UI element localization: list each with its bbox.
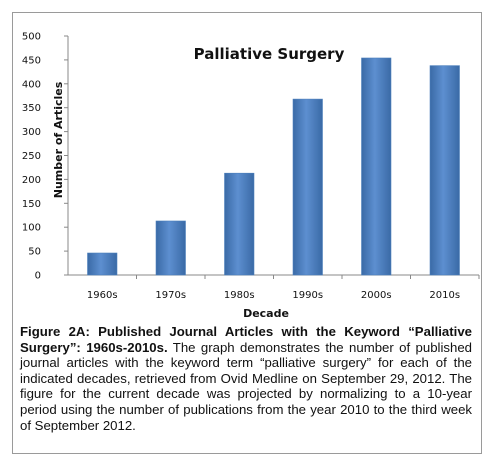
x-tick-group: 1960s 1970s 1980s 1990s 2000s 2010s bbox=[87, 275, 480, 301]
y-tick-label: 300 bbox=[22, 127, 41, 138]
y-tick-label: 0 bbox=[35, 271, 41, 282]
x-tick-label: 1990s bbox=[292, 290, 323, 301]
x-tick-label: 2010s bbox=[429, 290, 460, 301]
x-axis-label: Decade bbox=[243, 307, 289, 320]
bar-chart: Palliative Surgery Number of Articles De… bbox=[22, 32, 480, 320]
x-tick-label: 1960s bbox=[87, 290, 118, 301]
caption-text: The graph demonstrates the number of pub… bbox=[20, 339, 473, 433]
x-tick-label: 1970s bbox=[155, 290, 186, 301]
y-tick-label: 500 bbox=[22, 32, 41, 43]
y-tick-label: 400 bbox=[22, 79, 41, 90]
chart-title: Palliative Surgery bbox=[194, 45, 345, 63]
bar-1970s bbox=[155, 220, 186, 276]
x-tick-label: 2000s bbox=[361, 290, 392, 301]
bar-2010s bbox=[429, 65, 460, 276]
bar-group bbox=[87, 57, 460, 276]
bar-2000s bbox=[361, 57, 392, 276]
y-tick-label: 250 bbox=[22, 151, 41, 162]
y-tick-label: 150 bbox=[22, 199, 41, 210]
y-tick-label: 450 bbox=[22, 55, 41, 66]
y-tick-label: 100 bbox=[22, 223, 41, 234]
caption-bold: Figure 2A: Published Journal Articles wi… bbox=[20, 324, 472, 355]
y-tick-label: 50 bbox=[28, 247, 41, 258]
bar-1980s bbox=[224, 172, 255, 276]
y-axis-label: Number of Articles bbox=[52, 81, 65, 198]
bar-1990s bbox=[292, 98, 323, 276]
y-tick-label: 200 bbox=[22, 175, 41, 186]
y-tick-group: 0 50 100 150 200 250 300 350 400 450 500 bbox=[22, 32, 68, 282]
y-tick-label: 350 bbox=[22, 103, 41, 114]
bar-1960s bbox=[87, 252, 118, 276]
x-tick-label: 1980s bbox=[224, 290, 255, 301]
figure-caption: Figure 2A: Published Journal Articles wi… bbox=[20, 324, 472, 433]
